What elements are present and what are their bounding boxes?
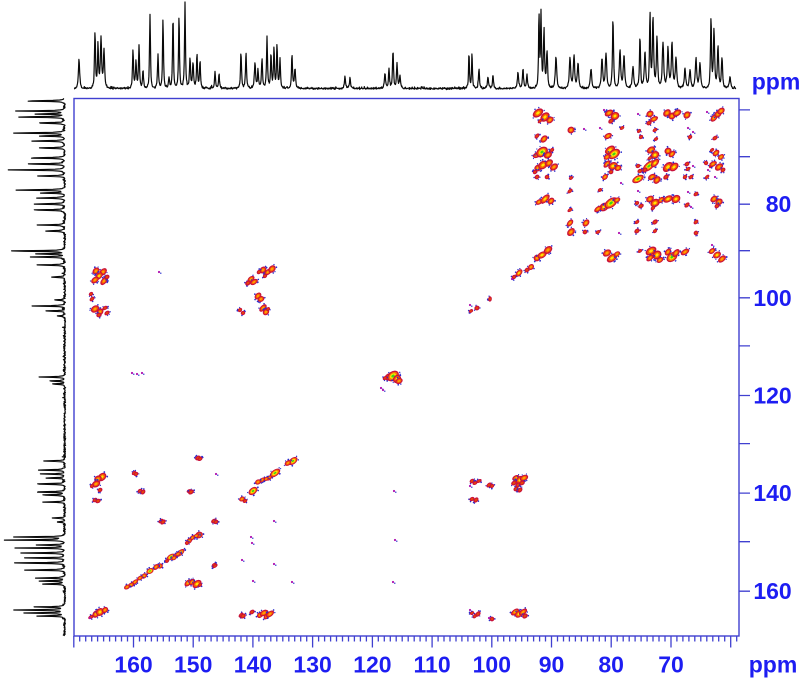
svg-text:100: 100 (473, 652, 511, 678)
svg-text:ppm: ppm (749, 652, 798, 678)
svg-text:150: 150 (174, 652, 212, 678)
svg-text:110: 110 (414, 652, 451, 678)
svg-text:70: 70 (658, 652, 684, 678)
svg-text:ppm: ppm (752, 69, 800, 95)
svg-text:80: 80 (598, 652, 624, 678)
svg-text:90: 90 (539, 652, 565, 678)
svg-text:140: 140 (753, 480, 791, 506)
svg-text:160: 160 (753, 578, 791, 604)
svg-text:130: 130 (293, 652, 331, 678)
svg-text:80: 80 (766, 191, 792, 217)
svg-text:160: 160 (114, 652, 152, 678)
svg-text:100: 100 (753, 285, 791, 311)
svg-text:120: 120 (353, 652, 391, 678)
svg-text:120: 120 (753, 383, 791, 409)
svg-text:140: 140 (234, 652, 272, 678)
